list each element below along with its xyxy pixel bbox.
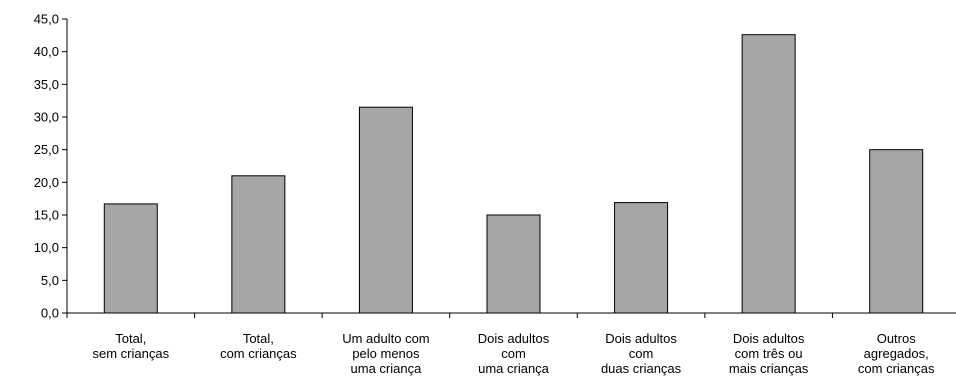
y-tick-label: 35,0 bbox=[34, 77, 59, 92]
x-category-label-line: com bbox=[629, 346, 654, 361]
x-category-label-line: com bbox=[501, 346, 526, 361]
y-axis: 0,0 5,0 10,0 15,0 20,0 25,0 30,0 35,0 40,0 45,0 bbox=[34, 12, 68, 321]
x-category-label-line: agregados, bbox=[864, 346, 929, 361]
x-category-label: Dois adultos com uma criança bbox=[478, 331, 550, 376]
y-tick-label: 15,0 bbox=[34, 208, 59, 223]
bar bbox=[231, 175, 286, 314]
x-category-label-line: com três ou bbox=[735, 346, 803, 361]
x-category-label-line: Total, bbox=[115, 331, 146, 346]
x-category-label-line: com crianças bbox=[220, 346, 297, 361]
x-category-label: Total, com crianças bbox=[220, 331, 297, 361]
x-category-label-line: com crianças bbox=[858, 361, 935, 376]
x-category-label-line: sem crianças bbox=[92, 346, 169, 361]
y-tick-label: 40,0 bbox=[34, 44, 59, 59]
y-tick-label: 20,0 bbox=[34, 175, 59, 190]
bar bbox=[741, 34, 796, 314]
x-category-label: Dois adultos com três ou mais crianças bbox=[729, 331, 809, 376]
bar bbox=[486, 214, 541, 314]
y-tick-label: 0,0 bbox=[41, 306, 59, 321]
x-category-label-line: Um adulto com bbox=[342, 331, 429, 346]
y-tick-label: 25,0 bbox=[34, 142, 59, 157]
y-tick-label: 10,0 bbox=[34, 240, 59, 255]
bar bbox=[358, 106, 413, 314]
x-category-label-line: uma criança bbox=[351, 361, 423, 376]
x-category-label-line: Dois adultos bbox=[478, 331, 550, 346]
x-category-label-line: Total, bbox=[243, 331, 274, 346]
bar bbox=[869, 149, 924, 314]
x-category-label-line: Outros bbox=[877, 331, 917, 346]
x-category-label-line: duas crianças bbox=[601, 361, 682, 376]
bars bbox=[103, 34, 924, 314]
x-category-label: Dois adultos com duas crianças bbox=[601, 331, 682, 376]
x-category-label-line: mais crianças bbox=[729, 361, 809, 376]
x-category-label-line: Dois adultos bbox=[605, 331, 677, 346]
y-tick-label: 30,0 bbox=[34, 110, 59, 125]
y-tick-label: 5,0 bbox=[41, 273, 59, 288]
x-category-label: Um adulto com pelo menos uma criança bbox=[342, 331, 429, 376]
bar bbox=[614, 202, 669, 314]
x-category-label-line: Dois adultos bbox=[733, 331, 805, 346]
x-category-label-line: pelo menos bbox=[352, 346, 420, 361]
x-category-label: Total, sem crianças bbox=[92, 331, 169, 361]
x-category-label-line: uma criança bbox=[478, 361, 550, 376]
bar bbox=[103, 203, 158, 314]
y-tick-label: 45,0 bbox=[34, 12, 59, 27]
x-category-label: Outros agregados, com crianças bbox=[858, 331, 935, 376]
